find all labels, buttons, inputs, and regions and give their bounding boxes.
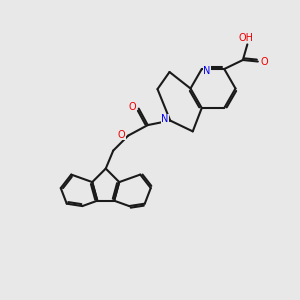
Text: N: N — [161, 114, 169, 124]
Text: OH: OH — [238, 33, 253, 43]
Text: N: N — [203, 65, 211, 76]
Text: O: O — [118, 130, 125, 140]
Text: O: O — [128, 102, 136, 112]
Text: O: O — [260, 56, 268, 67]
